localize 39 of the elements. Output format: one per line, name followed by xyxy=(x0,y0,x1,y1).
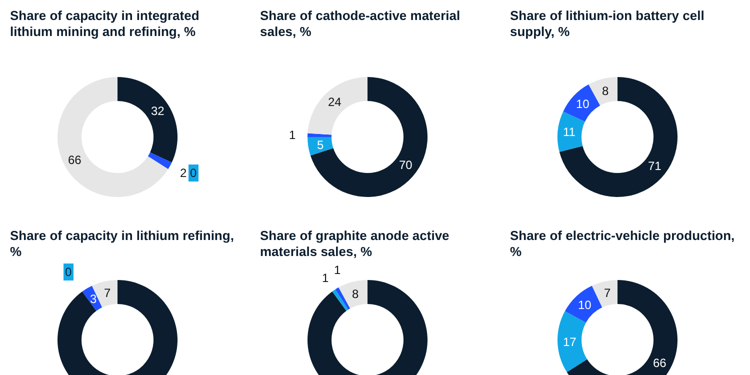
donut-slice xyxy=(559,77,678,197)
data-label: 2 xyxy=(180,166,187,180)
data-label: 66 xyxy=(653,356,667,370)
data-label: 66 xyxy=(68,153,82,167)
donut-slice xyxy=(148,152,172,170)
data-label: 17 xyxy=(563,335,577,349)
data-label: 1 xyxy=(334,263,341,277)
text: 0 xyxy=(65,265,72,279)
data-label: 71 xyxy=(648,159,662,173)
donut-slice xyxy=(588,77,618,106)
chart-title: Share of graphite anode active materials sales, % xyxy=(260,228,450,260)
data-label: 32 xyxy=(151,104,165,118)
donut-slice xyxy=(558,111,585,152)
data-label: 1 xyxy=(322,271,329,285)
data-label: 5 xyxy=(317,138,324,152)
data-label: 8 xyxy=(602,84,609,98)
data-label: 7 xyxy=(104,286,111,300)
donut-slice xyxy=(308,77,368,135)
chart-title: Share of electric-vehicle production, % xyxy=(510,228,735,260)
chart-title: Share of lithium-ion battery cell supply, % xyxy=(510,8,706,40)
donut-slice xyxy=(308,137,334,156)
data-label: 1 xyxy=(289,128,296,142)
data-label: 11 xyxy=(563,125,576,139)
data-label: 10 xyxy=(578,298,592,312)
donut-slice xyxy=(58,77,168,197)
data-label: 70 xyxy=(399,158,413,172)
chart-title: Share of capacity in lithium refining, % xyxy=(10,228,235,260)
donut-slice xyxy=(563,84,600,122)
data-label: 10 xyxy=(576,97,590,111)
data-label: 7 xyxy=(604,286,611,300)
text: 0 xyxy=(190,166,197,180)
data-label: 3 xyxy=(90,292,97,306)
donut-slice xyxy=(308,133,332,137)
donut-slice xyxy=(118,77,178,163)
data-label: 24 xyxy=(328,95,342,109)
donut-slice xyxy=(310,77,428,197)
chart-title: Share of capacity in integrated lithium mining and refining, % xyxy=(10,8,200,40)
data-label: 8 xyxy=(352,287,359,301)
chart-title: Share of cathode-active material sales, % xyxy=(260,8,462,40)
